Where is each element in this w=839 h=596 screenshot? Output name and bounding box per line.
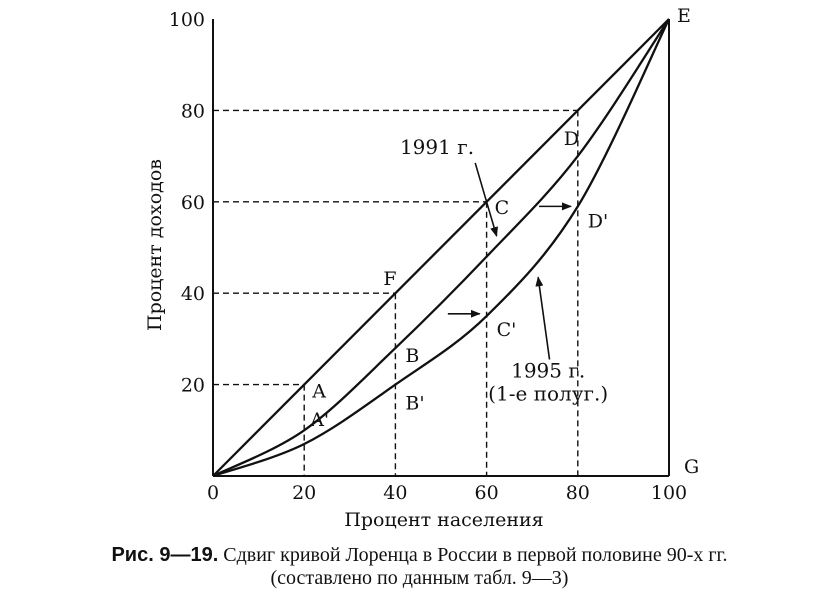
axis-ticks: 0 20 40 60 80 100 20 40 60 80 100 [169,9,687,504]
x-tick-80: 80 [566,482,590,504]
annotations: 1991 г. 1995 г.(1-е полуг.) [400,135,608,406]
y-tick-80: 80 [181,100,205,122]
y-tick-100: 100 [169,9,205,31]
series-equality [212,18,670,477]
y-tick-20: 20 [181,375,205,397]
caption-line1: Сдвиг кривой Лоренца в России в первой п… [223,544,728,566]
caption-prefix: Рис. 9—19. [111,544,219,566]
y-tick-40: 40 [181,283,205,305]
annotation-1991-arrow [474,162,498,238]
point-label-e: E [677,5,691,27]
point-label-f: F [383,268,396,290]
point-label-a: A [311,381,326,403]
point-label-b-prime: B' [405,393,424,415]
point-label-c: C [495,197,510,219]
x-tick-20: 20 [292,482,316,504]
x-tick-100: 100 [651,482,687,504]
annotation-1995-line-2: (1-е полуг.) [488,382,608,406]
figure-caption: Рис. 9—19. Сдвиг кривой Лоренца в России… [0,543,839,567]
annotation-1991: 1991 г. [400,135,474,159]
series-lorenz-1991 [212,18,670,478]
y-axis-label: Процент доходов [144,159,166,331]
point-label-b: B [405,345,419,367]
point-label-a-prime: A' [309,409,329,431]
figure-caption-source: (составлено по данным табл. 9—3) [270,567,569,589]
x-tick-40: 40 [383,482,407,504]
point-label-c-prime: C' [497,319,517,341]
curves [212,18,671,478]
point-label-g: G [684,456,699,478]
series-lorenz-1995 [212,18,671,478]
x-axis-label: Процент населения [344,509,543,531]
shift-arrows [447,202,572,318]
annotation-1995-line-1: 1995 г. [511,359,585,383]
annotation-1995-arrow [535,276,551,360]
y-tick-60: 60 [181,192,205,214]
x-tick-0: 0 [207,482,219,504]
x-tick-60: 60 [475,482,499,504]
point-label-d: D [564,128,579,150]
point-label-d-prime: D' [588,210,608,232]
point-labels: A F C D B A' B' C' D' E G [309,5,699,478]
plot-frame [212,19,670,477]
